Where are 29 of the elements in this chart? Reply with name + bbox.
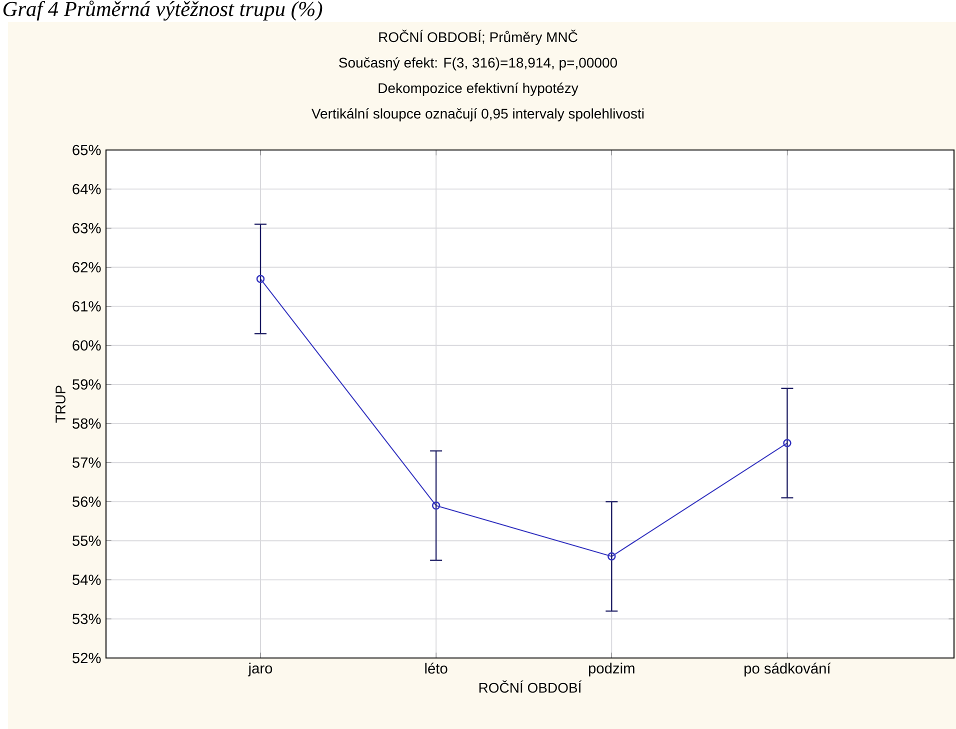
y-tick-label: 60%: [72, 340, 101, 351]
text: Graf 4 Průměrná výtěžnost trupu (%): [3, 0, 322, 21]
y-tick-label: 53%: [72, 614, 101, 624]
point: [256, 274, 265, 284]
text: Dekompozice efektivní hypotézy: [378, 82, 578, 96]
x-tick-label: jaro: [248, 662, 272, 676]
x-tick-label: léto: [425, 662, 448, 674]
text: Vertikální sloupce označují 0,95 intervaly spolehlivosti: [312, 108, 644, 122]
point: [432, 501, 440, 510]
x-tick-label: podzim: [588, 662, 634, 676]
y-tick-label: 57%: [72, 457, 101, 468]
point: [783, 438, 792, 448]
y-axis-title: TRUP: [56, 386, 66, 423]
y-tick-label: 62%: [72, 262, 101, 272]
y-tick-label: 59%: [72, 379, 101, 390]
x-axis-title: ROČNÍ OBDOBÍ: [479, 680, 582, 693]
y-tick-label: 64%: [72, 184, 101, 194]
chart-title: ROČNÍ OBDOBÍ; Průměry MNČ: [379, 30, 578, 45]
y-tick-label: 58%: [72, 418, 101, 429]
y-tick-label: 65%: [72, 144, 101, 156]
y-tick-label: 52%: [72, 652, 101, 664]
point: [608, 552, 616, 561]
x-tick-label: po sádkování: [744, 662, 831, 677]
y-tick-label: 61%: [72, 301, 101, 312]
y-tick-label: 54%: [72, 574, 101, 586]
chart-subtitle: Současný efekt: F(3, 316)=18,914, p=,00000: [339, 57, 617, 70]
y-tick-label: 63%: [72, 222, 101, 234]
y-tick-label: 55%: [72, 536, 101, 546]
y-tick-label: 56%: [72, 496, 101, 507]
